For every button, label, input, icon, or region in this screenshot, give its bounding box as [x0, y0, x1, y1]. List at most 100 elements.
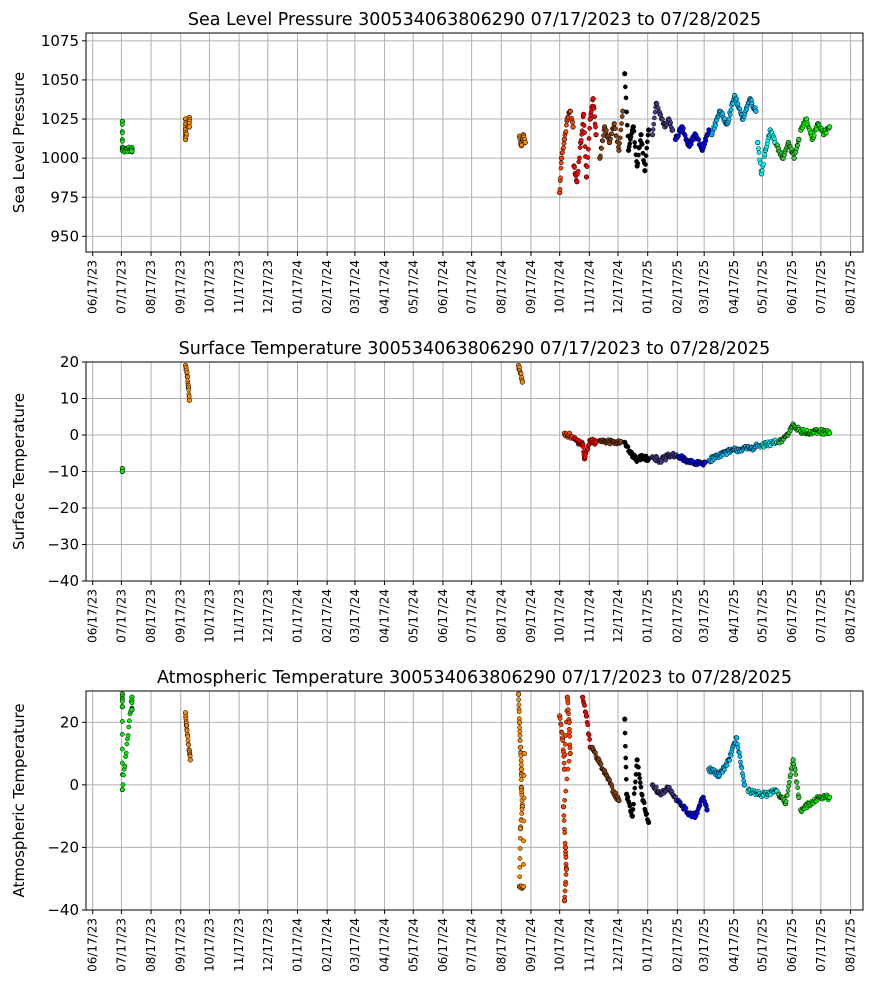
data-point [703, 138, 709, 144]
data-point [516, 697, 522, 702]
data-point [561, 898, 568, 904]
series-4 [557, 108, 576, 196]
data-point [576, 159, 582, 165]
data-point [741, 782, 747, 788]
series-5 [580, 694, 593, 750]
data-point [623, 95, 629, 101]
data-point [566, 719, 572, 725]
data-point [518, 766, 524, 772]
x-tick-label: 01/17/25 [641, 260, 655, 314]
data-point [623, 764, 629, 770]
series-9 [675, 794, 710, 821]
data-point [625, 794, 631, 800]
data-point [522, 139, 528, 146]
data-point [629, 813, 635, 819]
x-tick-label: 06/17/25 [785, 918, 799, 972]
data-layer [119, 71, 833, 196]
data-point [617, 135, 623, 141]
x-tick-label: 09/17/24 [524, 260, 538, 314]
data-point [593, 132, 599, 138]
y-axis: −40 −20 0 20 [47, 713, 86, 919]
data-point [184, 728, 190, 733]
x-tick-label: 11/17/24 [582, 589, 596, 643]
data-point [796, 136, 802, 142]
data-point [120, 719, 125, 724]
data-point [738, 759, 743, 765]
data-point [753, 108, 759, 114]
data-point [622, 716, 628, 722]
x-tick-label: 06/17/24 [436, 589, 450, 643]
series-2 [182, 114, 192, 142]
data-point [120, 138, 125, 144]
series-7 [622, 71, 652, 174]
data-point [793, 772, 799, 777]
data-point [644, 145, 650, 151]
data-point [632, 785, 638, 791]
data-point [580, 444, 586, 450]
x-tick-label: 05/17/24 [406, 589, 420, 643]
data-point [632, 144, 638, 149]
chart-title: Atmospheric Temperature 300534063806290 … [157, 668, 792, 688]
data-point [517, 874, 522, 880]
data-point [121, 772, 126, 778]
data-point [186, 124, 192, 130]
x-tick-label: 03/17/24 [348, 260, 362, 314]
data-point [639, 793, 645, 798]
data-point [561, 136, 568, 142]
data-point [795, 143, 801, 148]
data-point [184, 131, 190, 137]
data-point [567, 745, 573, 751]
x-tick-label: 04/17/24 [378, 260, 392, 314]
data-point [587, 125, 592, 131]
data-point [563, 129, 569, 134]
x-tick-label: 08/17/24 [494, 918, 508, 972]
data-point [581, 123, 587, 128]
x-tick-label: 08/17/23 [144, 589, 158, 643]
data-point [517, 729, 523, 734]
x-tick-label: 12/17/24 [611, 918, 625, 972]
data-point [618, 127, 624, 133]
x-tick-label: 09/17/23 [174, 260, 188, 314]
data-point [808, 129, 814, 135]
data-point [517, 738, 523, 743]
series-7 [622, 716, 652, 826]
data-point [722, 116, 727, 121]
data-point [585, 155, 591, 160]
y-axis: −40 −30 −20 −10 0 10 20 [47, 353, 86, 590]
x-tick-label: 07/17/24 [465, 918, 479, 972]
data-point [566, 711, 571, 717]
data-point [634, 757, 640, 763]
data-point [563, 866, 569, 872]
x-tick-label: 07/17/25 [814, 589, 828, 643]
data-point [563, 855, 569, 860]
data-point [683, 805, 689, 811]
data-point [636, 152, 641, 158]
data-point [568, 108, 574, 114]
data-point [630, 807, 636, 812]
x-tick-label: 02/17/24 [320, 918, 334, 972]
data-point [516, 709, 522, 715]
data-point [643, 162, 648, 167]
data-point [622, 730, 628, 736]
data-point [561, 760, 567, 766]
x-tick-label: 01/17/25 [641, 589, 655, 643]
data-point [120, 130, 125, 136]
data-point [722, 767, 727, 773]
data-point [520, 883, 526, 890]
data-point [794, 779, 800, 785]
x-tick-label: 07/17/25 [814, 260, 828, 314]
series-9 [675, 453, 708, 468]
data-point [558, 155, 565, 161]
data-point [786, 783, 792, 789]
series-1 [119, 465, 125, 475]
data-point [640, 150, 646, 156]
data-point [724, 763, 730, 768]
series-5 [571, 96, 599, 185]
y-tick-label: 20 [60, 353, 79, 371]
data-point [786, 779, 792, 785]
x-tick-label: 12/17/23 [261, 589, 275, 643]
data-point [636, 772, 642, 777]
data-point [649, 132, 656, 138]
data-point [567, 750, 573, 757]
x-tick-label: 10/17/24 [553, 260, 567, 314]
